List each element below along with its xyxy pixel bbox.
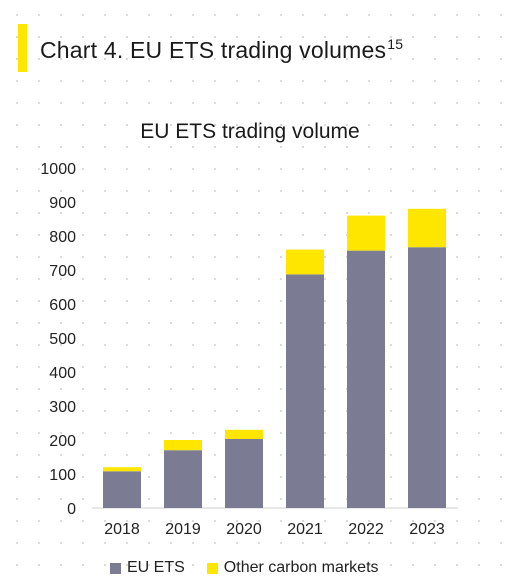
- accent-bar: [18, 24, 27, 72]
- y-tick-label: 700: [49, 263, 76, 280]
- x-axis: 2018 2019 2020 2021 2022 2023: [104, 521, 445, 538]
- legend-label-other-carbon-markets: Other carbon markets: [223, 559, 379, 576]
- y-axis: 0 100 200 300 400 500 600 700 800 900 1000: [40, 161, 76, 518]
- bar-other-carbon-markets-2023: [408, 208, 446, 248]
- legend-item-eu-ets: EU ETS: [110, 559, 185, 577]
- y-tick-label: 200: [49, 433, 76, 450]
- y-tick-label: 300: [49, 399, 76, 416]
- legend-item-other-carbon-markets: Other carbon markets: [206, 559, 379, 577]
- bar-other-carbon-markets-2021: [286, 249, 324, 275]
- y-tick-label: 900: [49, 195, 76, 212]
- y-tick-label: 0: [67, 501, 76, 518]
- chart-heading: Chart 4. EU ETS trading volumes15: [40, 36, 403, 64]
- bars: [92, 208, 458, 509]
- bar-eu-ets-2022: [347, 250, 385, 508]
- bar-eu-ets-2018: [103, 471, 141, 508]
- y-tick-label: 400: [49, 365, 76, 382]
- bar-other-carbon-markets-2022: [347, 215, 385, 251]
- footnote-marker: 15: [387, 36, 404, 52]
- bar-eu-ets-2019: [164, 450, 202, 508]
- x-tick-label: 2022: [348, 521, 384, 538]
- x-tick-label: 2018: [104, 521, 140, 538]
- bar-other-carbon-markets-2018: [103, 467, 141, 472]
- chart-heading-text: Chart 4. EU ETS trading volumes: [40, 37, 387, 63]
- x-tick-label: 2023: [409, 521, 445, 538]
- legend-swatch-other-carbon-markets: [206, 562, 218, 574]
- legend-label-eu-ets: EU ETS: [127, 559, 185, 576]
- x-tick-label: 2020: [226, 521, 262, 538]
- legend: EU ETS Other carbon markets: [110, 556, 401, 580]
- legend-swatch-eu-ets: [110, 562, 121, 574]
- y-tick-label: 1000: [40, 161, 76, 178]
- y-tick-label: 100: [49, 467, 76, 484]
- bar-other-carbon-markets-2020: [225, 429, 263, 439]
- bar-eu-ets-2020: [225, 438, 263, 508]
- chart-title: EU ETS trading volume: [140, 120, 359, 143]
- y-tick-label: 500: [49, 331, 76, 348]
- bar-eu-ets-2021: [286, 274, 324, 508]
- x-tick-label: 2019: [165, 521, 201, 538]
- bar-other-carbon-markets-2019: [164, 440, 202, 451]
- bar-eu-ets-2023: [408, 247, 446, 508]
- x-tick-label: 2021: [287, 521, 323, 538]
- y-tick-label: 800: [49, 229, 76, 246]
- y-tick-label: 600: [49, 297, 76, 314]
- chart-header: Chart 4. EU ETS trading volumes15: [18, 22, 498, 72]
